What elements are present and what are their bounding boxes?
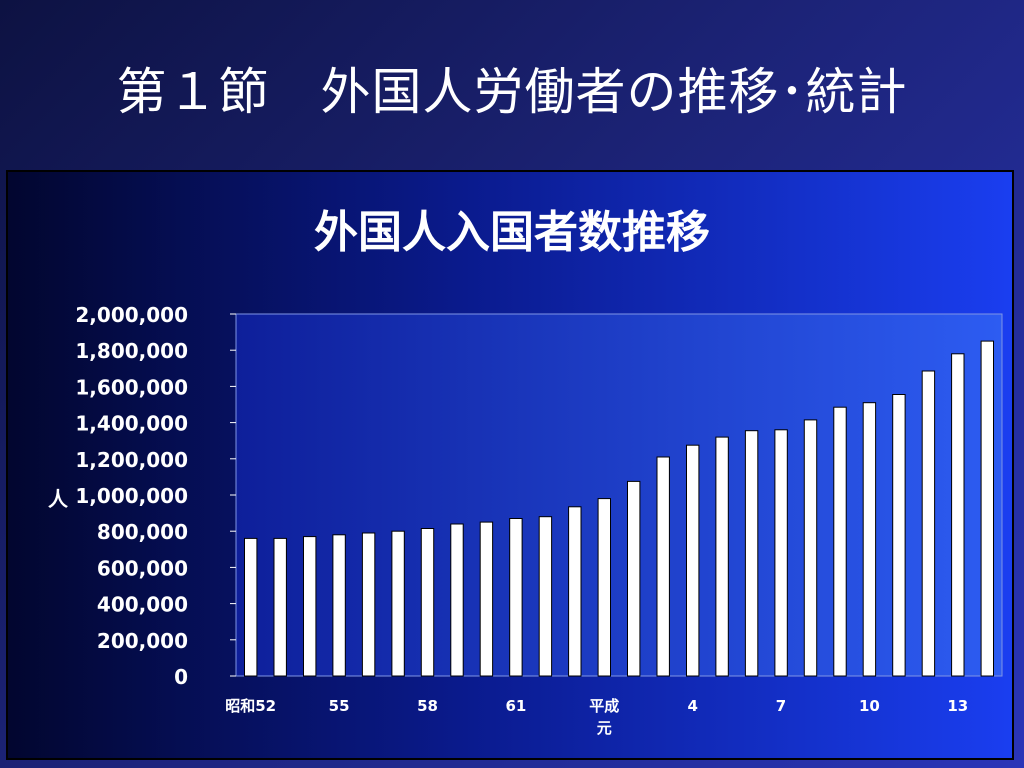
bar-61: [509, 518, 523, 677]
bar-昭和52: [244, 537, 258, 677]
y-tick-label: 600,000: [97, 556, 188, 580]
bar-12: [921, 370, 936, 677]
y-tick-label: 200,000: [97, 629, 188, 653]
x-tick-label: 58: [417, 697, 438, 715]
bar-54: [303, 536, 317, 677]
x-tick-label: 平成元: [589, 697, 619, 737]
bar-7: [774, 429, 788, 677]
y-tick-label: 1,400,000: [75, 412, 188, 436]
bar-6: [744, 430, 759, 677]
bar-3: [656, 456, 670, 677]
bar-58: [420, 528, 435, 677]
bar-62: [538, 516, 553, 677]
x-tick-label: 13: [947, 697, 968, 715]
chart-title: 外国人入国者数推移: [314, 207, 710, 258]
bar-55: [332, 534, 346, 677]
bar-14: [980, 340, 994, 677]
y-tick-label: 1,200,000: [75, 448, 188, 472]
slide-title: 第１節 外国人労働者の推移･統計: [116, 63, 908, 121]
y-tick-label: 2,000,000: [75, 303, 188, 327]
y-tick-label: 800,000: [97, 520, 188, 544]
bar-59: [450, 523, 464, 677]
bar-8: [803, 419, 818, 677]
x-tick-label: 4: [687, 697, 697, 715]
bar-4: [686, 444, 700, 677]
x-tick-label: 61: [505, 697, 526, 715]
bar-13: [951, 353, 965, 677]
y-tick-label: 1,000,000: [75, 484, 188, 508]
y-tick-label: 1,600,000: [75, 375, 188, 399]
bar-10: [862, 402, 877, 677]
x-tick-label: 55: [329, 697, 350, 715]
y-tick-label: 400,000: [97, 593, 188, 617]
bar-9: [833, 406, 847, 677]
x-tick-label: 7: [776, 697, 786, 715]
bar-53: [273, 537, 287, 677]
bar-5: [715, 436, 729, 677]
bar-60: [479, 521, 494, 677]
x-tick-label: 10: [859, 697, 880, 715]
bar-63: [568, 506, 582, 677]
y-tick-label: 1,800,000: [75, 339, 188, 363]
bar-平成元: [597, 498, 611, 677]
bar-11: [892, 394, 906, 677]
y-tick-label: 0: [174, 665, 188, 689]
bar-2: [627, 480, 641, 677]
plot-area: [235, 313, 1003, 677]
x-tick-label: 昭和52: [225, 697, 276, 715]
bar-57: [391, 530, 405, 677]
bar-56: [361, 532, 376, 677]
y-axis-label: 人: [48, 487, 69, 511]
